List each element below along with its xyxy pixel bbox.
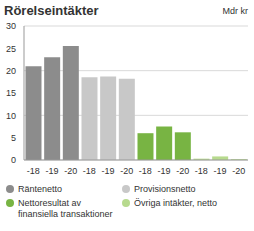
svg-text:-19: -19 xyxy=(45,166,58,176)
svg-text:-18: -18 xyxy=(195,166,208,176)
svg-text:20: 20 xyxy=(8,66,16,76)
svg-text:-19: -19 xyxy=(101,166,114,176)
svg-text:-18: -18 xyxy=(83,166,96,176)
html-text:Räntenetto: Räntenetto xyxy=(18,184,62,194)
svg-text:15: 15 xyxy=(8,88,16,98)
svg-text:-19: -19 xyxy=(213,166,226,176)
html-text:Mdr kr: Mdr kr xyxy=(222,6,248,16)
svg-text:-18: -18 xyxy=(139,166,152,176)
html-text:Provisionsnetto: Provisionsnetto xyxy=(134,184,196,194)
svg-text:-19: -19 xyxy=(157,166,170,176)
svg-text:25: 25 xyxy=(8,44,16,54)
svg-text:-20: -20 xyxy=(120,166,133,176)
html-text:Rörelseintäkter: Rörelseintäkter xyxy=(4,3,99,18)
html-text:Nettoresultat av finansiella t: Nettoresultat av finansiella transaktion… xyxy=(18,198,113,219)
svg-text:30: 30 xyxy=(8,21,16,31)
html-text:Övriga intäkter, netto: Övriga intäkter, netto xyxy=(134,198,217,208)
svg-text:-18: -18 xyxy=(27,166,40,176)
svg-text:-20: -20 xyxy=(64,166,77,176)
svg-text:10: 10 xyxy=(8,111,16,121)
svg-text:5: 5 xyxy=(11,133,16,143)
svg-text:-20: -20 xyxy=(176,166,189,176)
svg-text:-20: -20 xyxy=(232,166,245,176)
svg-text:0: 0 xyxy=(11,155,16,165)
